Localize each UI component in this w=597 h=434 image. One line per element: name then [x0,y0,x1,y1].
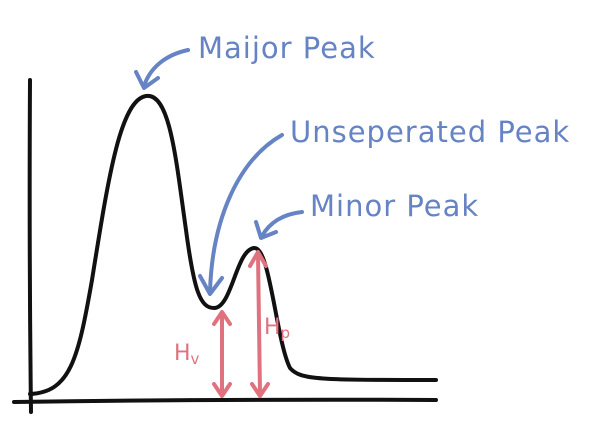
subscript: p [281,324,291,342]
subscript: v [191,350,200,368]
symbol: H [174,341,191,366]
y-axis [27,78,33,414]
peak-height-arrow [248,250,270,398]
valley-height-label: Hv [174,341,200,368]
major-peak-label: Maijor Peak [198,31,376,65]
symbol: H [264,315,281,340]
peak-height-label: Hp [264,315,290,342]
unseparated-peak-label: Unseperated Peak [290,115,570,149]
minor-peak-arrow [254,210,304,240]
valley-height-arrow [212,310,232,398]
minor-peak-label: Minor Peak [310,189,479,223]
x-axis [12,397,438,404]
unseparated-peak-arrow [198,133,284,296]
major-peak-arrow [134,48,190,90]
chromatogram-curve [28,93,438,396]
